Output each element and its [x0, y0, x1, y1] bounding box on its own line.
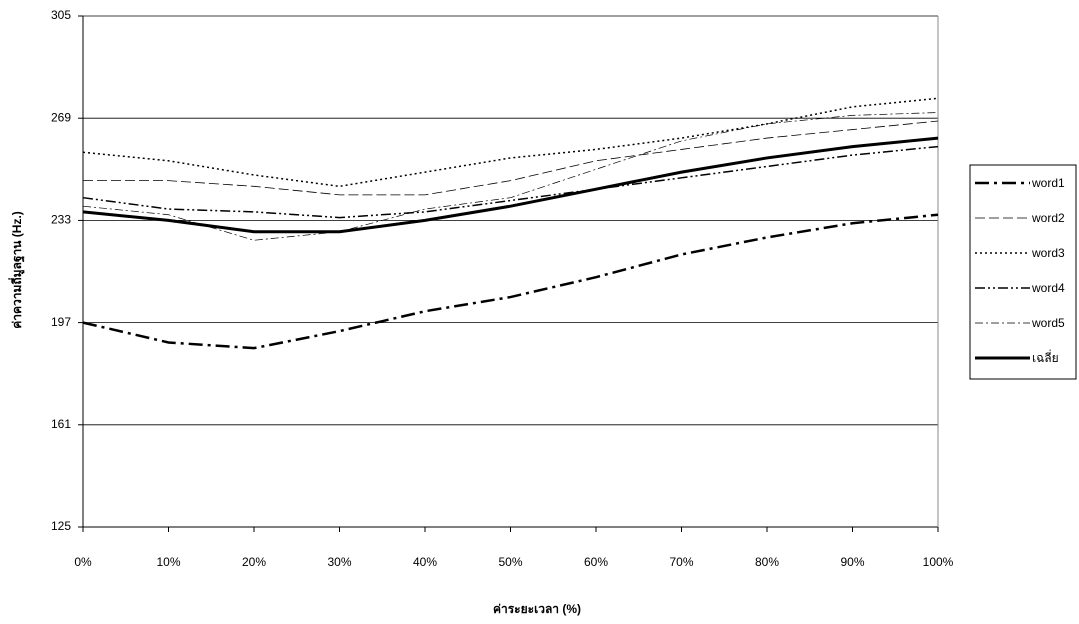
x-tick-label: 80%	[755, 555, 779, 569]
y-tick-label: 269	[51, 110, 71, 124]
series-line	[82, 145, 939, 219]
x-tick-label: 60%	[584, 555, 608, 569]
x-tick-label: 10%	[156, 555, 180, 569]
series-line	[82, 213, 939, 350]
legend-label: word5	[1031, 316, 1065, 330]
series-line	[82, 97, 939, 188]
legend-label: word1	[1031, 176, 1065, 190]
x-tick-label: 20%	[242, 555, 266, 569]
legend-label: word3	[1031, 246, 1065, 260]
legend-label: เฉลี่ย	[1032, 349, 1059, 365]
x-tick-label: 30%	[327, 555, 351, 569]
series-line	[82, 136, 939, 234]
legend-box	[969, 164, 1077, 380]
series-line	[82, 112, 939, 241]
x-tick-label: 100%	[923, 555, 954, 569]
y-tick-label: 125	[51, 519, 71, 533]
y-tick-label: 197	[51, 315, 71, 329]
x-tick-label: 90%	[840, 555, 864, 569]
y-tick-label: 305	[51, 8, 71, 22]
series-line	[83, 120, 939, 196]
legend-label: word4	[1031, 281, 1065, 295]
y-axis-label: ค่าความถี่มูลฐาน (Hz.)	[8, 211, 25, 329]
legend-label: word2	[1031, 211, 1065, 225]
x-tick-label: 0%	[74, 555, 92, 569]
x-tick-label: 40%	[413, 555, 437, 569]
y-tick-label: 233	[51, 213, 71, 227]
x-tick-label: 50%	[498, 555, 522, 569]
x-tick-label: 70%	[669, 555, 693, 569]
y-tick-label: 161	[51, 417, 71, 431]
x-axis-label: ค่าระยะเวลา (%)	[493, 602, 581, 616]
